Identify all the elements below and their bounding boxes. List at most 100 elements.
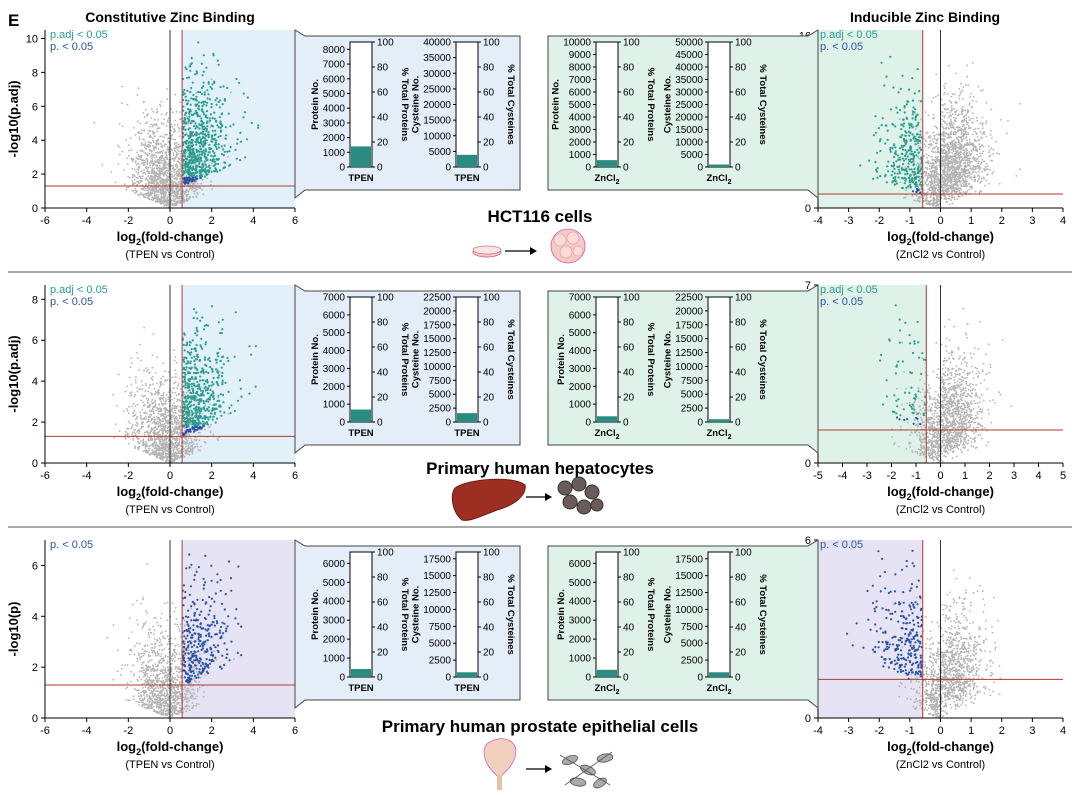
data-point	[172, 387, 175, 389]
data-point	[178, 183, 181, 185]
data-point	[931, 148, 934, 150]
significant-point	[876, 167, 879, 170]
data-point	[962, 86, 965, 88]
data-point	[962, 105, 965, 108]
significant-point	[195, 150, 198, 153]
significant-point	[894, 175, 897, 179]
data-point	[957, 195, 960, 198]
significant-point	[211, 117, 214, 120]
data-point	[965, 114, 968, 117]
data-point	[114, 423, 117, 426]
data-point	[933, 137, 936, 140]
significant-point	[911, 177, 914, 180]
data-point	[208, 122, 210, 124]
data-point	[131, 167, 134, 170]
data-point	[171, 391, 174, 394]
data-point	[927, 146, 930, 149]
significant-point	[257, 126, 260, 129]
data-point	[167, 398, 170, 401]
data-point	[979, 145, 982, 148]
data-point	[979, 181, 982, 184]
data-point	[156, 181, 159, 184]
data-point	[940, 197, 943, 200]
significant-point	[868, 159, 871, 162]
data-point	[134, 187, 137, 190]
data-point	[179, 111, 181, 113]
significant-point	[911, 117, 914, 120]
data-point	[150, 161, 153, 164]
data-point	[926, 157, 928, 159]
significant-point	[908, 183, 912, 186]
significant-point	[909, 173, 912, 176]
data-point	[969, 177, 971, 179]
significant-point	[872, 134, 876, 137]
data-point	[976, 119, 979, 122]
data-point	[948, 184, 950, 187]
data-point	[156, 173, 159, 175]
data-point	[148, 129, 150, 132]
data-point	[957, 169, 960, 171]
data-point	[927, 114, 930, 117]
data-point	[937, 94, 940, 97]
data-point	[125, 186, 128, 189]
significant-point	[192, 93, 195, 96]
data-point	[178, 135, 181, 138]
significant-point	[200, 153, 204, 156]
data-point	[156, 130, 158, 133]
significant-point	[883, 84, 886, 87]
significant-point	[244, 156, 247, 159]
data-point	[979, 155, 982, 158]
data-point	[157, 195, 159, 198]
data-point	[935, 162, 937, 164]
data-point	[146, 114, 149, 117]
data-point	[963, 153, 966, 156]
x-axis-label: log2(fold-change)	[117, 229, 224, 247]
data-point	[935, 133, 938, 136]
data-point	[121, 102, 123, 105]
data-point	[935, 158, 937, 161]
data-point	[166, 88, 168, 90]
significant-point	[198, 142, 201, 145]
data-point	[929, 203, 932, 206]
data-point	[981, 144, 983, 147]
significant-point	[204, 169, 207, 172]
data-point	[150, 108, 153, 110]
data-point	[155, 171, 158, 174]
data-point	[118, 146, 121, 149]
data-point	[170, 182, 173, 184]
significant-point	[201, 105, 204, 108]
data-point	[160, 100, 163, 103]
data-point	[961, 125, 964, 128]
significant-point	[192, 147, 195, 150]
data-point	[962, 173, 965, 176]
data-point	[917, 197, 919, 200]
data-point	[151, 157, 153, 159]
data-point	[152, 140, 155, 143]
significant-point	[893, 172, 896, 175]
data-point	[980, 180, 983, 183]
data-point	[156, 167, 159, 170]
data-point	[140, 129, 143, 131]
data-point	[930, 100, 933, 103]
data-point	[969, 154, 972, 157]
data-point	[182, 199, 185, 202]
data-point	[944, 187, 946, 189]
data-point	[164, 113, 167, 116]
data-point	[950, 105, 953, 107]
data-point	[129, 176, 131, 179]
data-point	[165, 398, 167, 400]
data-point	[960, 151, 962, 154]
data-point	[958, 88, 961, 90]
data-point	[136, 390, 139, 393]
data-point	[929, 137, 932, 139]
significant-point	[912, 158, 915, 161]
data-point	[132, 190, 135, 192]
data-point	[923, 143, 926, 146]
data-point	[154, 422, 156, 425]
data-point	[148, 152, 151, 155]
data-point	[963, 162, 966, 165]
data-point	[953, 178, 956, 181]
data-point	[146, 179, 149, 181]
significant-point	[211, 83, 214, 86]
data-point	[954, 141, 956, 144]
